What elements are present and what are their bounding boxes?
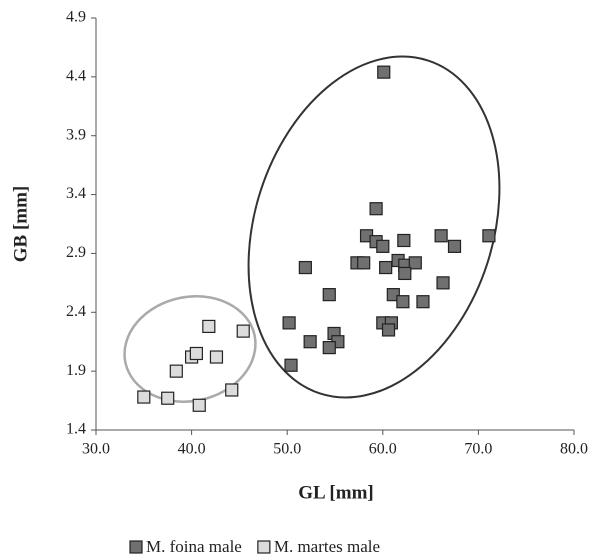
- y-tick-label: 4.9: [66, 9, 86, 26]
- scatter-point: [161, 391, 175, 405]
- scatter-point: [225, 383, 239, 397]
- y-tick-label: 2.9: [66, 244, 86, 261]
- y-tick-label: 4.4: [66, 68, 86, 85]
- scatter-point: [408, 256, 422, 270]
- scatter-point: [381, 323, 396, 337]
- scatter-point: [376, 239, 390, 253]
- y-axis-title: GB [mm]: [10, 186, 31, 263]
- x-tick-label: 30.0: [82, 441, 110, 458]
- scatter-point: [169, 364, 183, 378]
- legend-label: M. martes male: [274, 537, 380, 556]
- foina-cluster-ellipse: [247, 55, 501, 399]
- x-tick-label: 40.0: [178, 441, 206, 458]
- y-tick-label: 3.4: [66, 185, 86, 202]
- scatter-point: [357, 256, 371, 270]
- legend-swatch: [257, 540, 271, 554]
- scatter-point: [436, 276, 450, 290]
- legend-label: M. foina male: [146, 537, 242, 556]
- scatter-point: [482, 229, 496, 243]
- scatter-point: [322, 288, 336, 302]
- y-tick-label: 3.9: [66, 126, 86, 143]
- scatter-point: [416, 295, 430, 309]
- scatter-point: [322, 341, 336, 355]
- scatter-point: [236, 324, 250, 338]
- scatter-point: [397, 233, 411, 248]
- scatter-point: [209, 350, 224, 364]
- y-tick-label: 2.4: [66, 303, 86, 320]
- y-tick-label: 1.4: [66, 421, 86, 438]
- scatter-point: [298, 260, 312, 275]
- scatter-point: [379, 260, 393, 275]
- x-tick-label: 70.0: [464, 441, 492, 458]
- scatter-point: [398, 266, 412, 281]
- x-tick-label: 60.0: [369, 441, 397, 458]
- scatter-point: [447, 239, 462, 253]
- scatter-point: [284, 358, 298, 372]
- legend-swatch: [129, 540, 143, 554]
- scatter-point: [434, 229, 448, 243]
- scatter-point: [282, 316, 296, 330]
- scatter-point: [202, 319, 216, 334]
- scatter-point: [369, 202, 383, 216]
- x-tick-label: 80.0: [560, 441, 588, 458]
- scatter-point: [192, 398, 206, 412]
- y-tick-label: 1.9: [66, 362, 86, 379]
- scatter-point: [377, 65, 391, 79]
- scatter-point: [189, 346, 203, 361]
- scatter-point: [137, 390, 151, 404]
- x-tick-label: 50.0: [273, 441, 301, 458]
- x-axis-title: GL [mm]: [298, 482, 373, 503]
- scatter-point: [396, 295, 410, 309]
- scatter-point: [303, 335, 317, 349]
